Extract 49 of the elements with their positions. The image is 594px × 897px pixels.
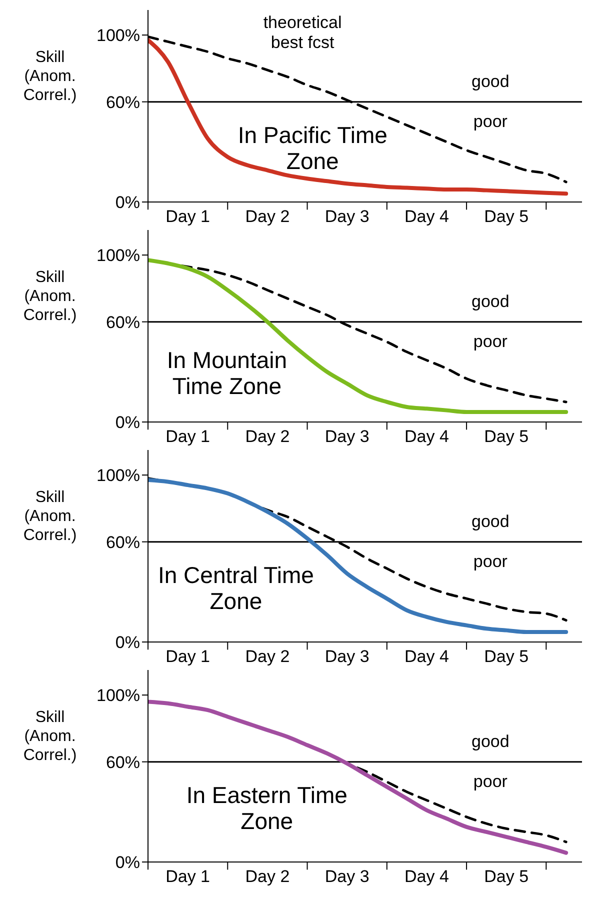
annotation: In Central Time Zone (156, 562, 315, 614)
annotation: good (470, 72, 510, 92)
x-tick-label: Day 2 (245, 867, 290, 886)
y-tick-label: 60% (106, 752, 140, 772)
y-axis-title: Skill (Anom. Correl.) (22, 488, 78, 546)
annotation: In Eastern Time Zone (185, 782, 348, 834)
y-tick-label: 0% (115, 413, 140, 432)
y-tick-label: 100% (96, 686, 140, 706)
x-tick-label: Day 5 (484, 207, 529, 226)
x-tick-label: Day 1 (166, 867, 210, 886)
y-tick-label: 60% (106, 92, 140, 112)
y-tick-label: 100% (96, 26, 140, 46)
x-tick-label: Day 4 (404, 647, 449, 666)
annotation: poor (472, 772, 508, 792)
x-tick-label: Day 1 (166, 647, 210, 666)
y-tick-label: 100% (96, 466, 140, 486)
annotation: In Pacific Time Zone (236, 122, 388, 174)
x-tick-label: Day 2 (245, 427, 290, 446)
x-tick-label: Day 2 (245, 207, 290, 226)
x-tick-label: Day 4 (404, 207, 449, 226)
x-tick-label: Day 4 (404, 427, 449, 446)
annotation: poor (472, 332, 508, 352)
y-tick-label: 100% (96, 246, 140, 266)
annotation: poor (472, 552, 508, 572)
y-tick-label: 0% (115, 853, 140, 872)
x-tick-label: Day 4 (404, 867, 449, 886)
y-tick-label: 0% (115, 633, 140, 652)
y-tick-label: 0% (115, 193, 140, 212)
y-tick-label: 60% (106, 312, 140, 332)
annotation: poor (472, 112, 508, 132)
series-label: theoretical best fcst (262, 13, 343, 54)
x-tick-label: Day 1 (166, 427, 210, 446)
x-tick-label: Day 2 (245, 647, 290, 666)
x-tick-label: Day 5 (484, 647, 529, 666)
x-tick-label: Day 5 (484, 867, 529, 886)
annotation: good (470, 512, 510, 532)
y-axis-title: Skill (Anom. Correl.) (22, 708, 78, 766)
y-axis-title: Skill (Anom. Correl.) (22, 48, 78, 106)
x-tick-label: Day 1 (166, 207, 210, 226)
y-tick-label: 60% (106, 532, 140, 552)
x-tick-label: Day 5 (484, 427, 529, 446)
x-tick-label: Day 3 (324, 867, 370, 886)
y-axis-title: Skill (Anom. Correl.) (22, 268, 78, 326)
x-tick-label: Day 3 (324, 647, 370, 666)
annotation: good (470, 292, 510, 312)
x-tick-label: Day 3 (324, 427, 370, 446)
annotation: good (470, 732, 510, 752)
annotation: In Mountain Time Zone (166, 346, 288, 399)
x-tick-label: Day 3 (324, 207, 370, 226)
